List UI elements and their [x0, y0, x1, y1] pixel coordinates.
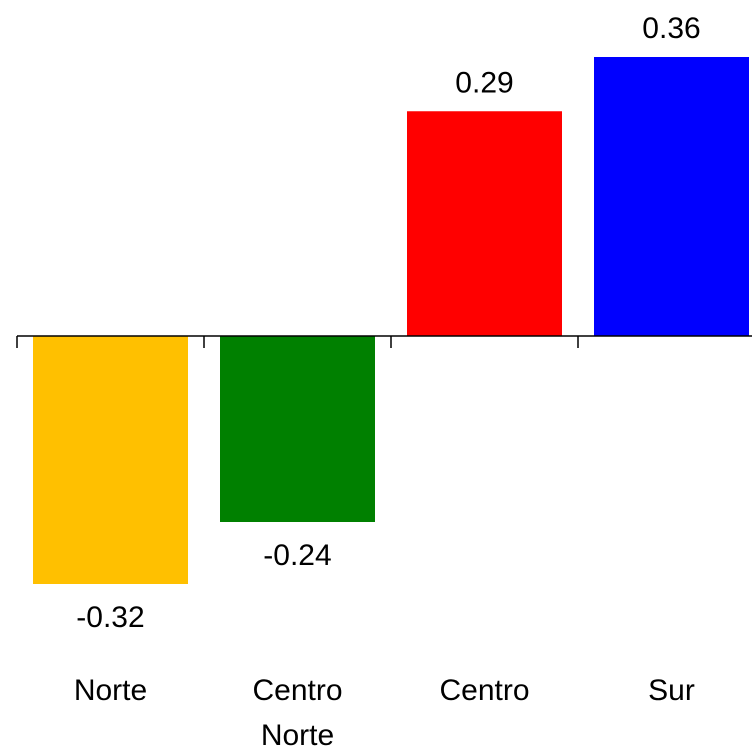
bar	[594, 57, 749, 336]
bars-group	[33, 57, 749, 584]
value-label: 0.29	[455, 66, 513, 99]
bar	[407, 111, 562, 336]
bar	[220, 336, 375, 522]
category-label: Norte	[261, 719, 334, 750]
bar	[33, 336, 188, 584]
category-label: Centro	[252, 674, 342, 707]
category-label: Sur	[648, 674, 695, 707]
category-label: Norte	[74, 674, 147, 707]
value-label: -0.32	[76, 601, 144, 634]
value-label: 0.36	[642, 12, 700, 45]
x-axis-ticks	[16, 336, 579, 348]
category-labels: Norte Centro Norte Centro Sur	[74, 674, 695, 750]
value-labels: -0.32 -0.24 0.29 0.36	[76, 12, 700, 634]
value-label: -0.24	[263, 539, 331, 572]
category-label: Centro	[439, 674, 529, 707]
